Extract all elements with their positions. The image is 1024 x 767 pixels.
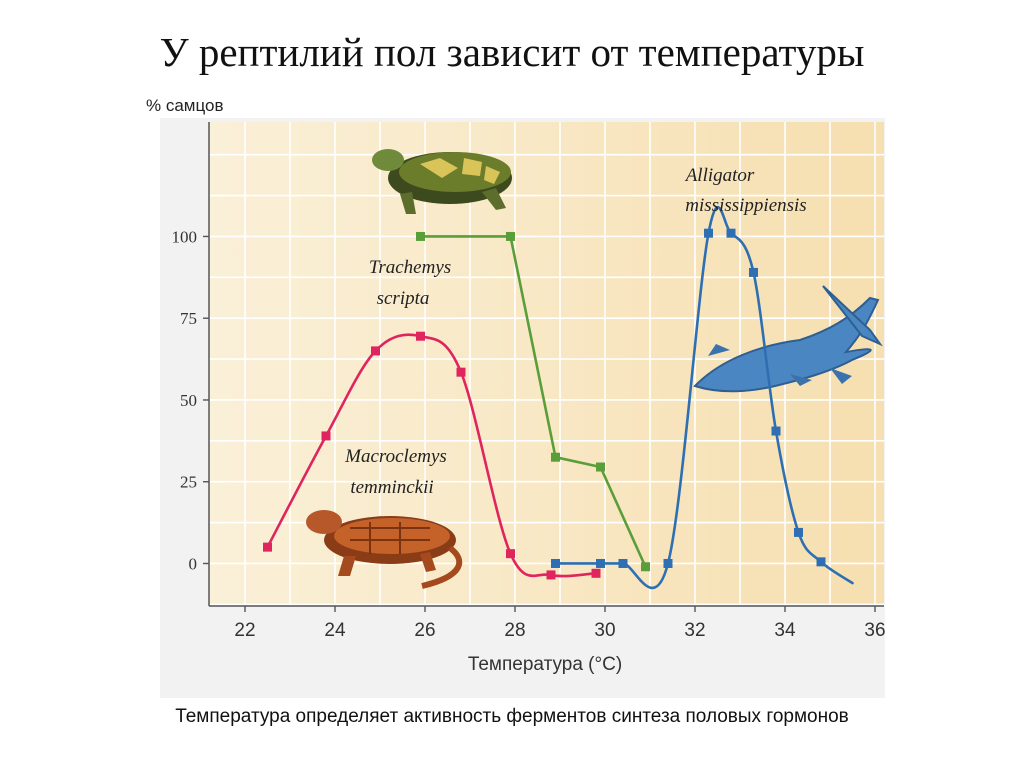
data-point-macroclemys <box>591 568 601 578</box>
data-point-alligator <box>816 557 826 567</box>
x-tick-label: 30 <box>594 620 615 641</box>
data-point-macroclemys <box>416 331 425 341</box>
slide-caption: Температура определяет активность фермен… <box>175 706 849 727</box>
data-point-macroclemys <box>546 570 556 580</box>
data-point-alligator <box>704 228 713 238</box>
y-axis-label: % самцов <box>146 96 224 115</box>
trachemys-turtle-illustration <box>372 149 512 214</box>
data-point-alligator <box>596 558 605 568</box>
series-trachemys <box>416 231 650 572</box>
macroclemys-turtle-illustration <box>306 510 463 589</box>
label-macroclemys-line1: Macroclemys <box>344 446 447 467</box>
slide-title: У рептилий пол зависит от температуры <box>159 29 865 75</box>
x-tick-label: 22 <box>234 620 255 641</box>
series-alligator <box>551 205 854 590</box>
data-point-alligator <box>794 527 803 537</box>
data-point-alligator <box>726 228 736 238</box>
label-trachemys-line2: scripta <box>377 288 430 309</box>
data-point-trachemys <box>641 562 650 572</box>
y-tick-label: 100 <box>172 227 198 246</box>
y-tick-label: 0 <box>189 554 198 573</box>
data-point-trachemys <box>551 452 560 462</box>
alligator-illustration <box>693 285 883 393</box>
axes <box>208 122 884 607</box>
data-point-macroclemys <box>456 367 466 377</box>
data-point-alligator <box>663 558 673 568</box>
label-alligator-line2: mississippiensis <box>685 195 806 216</box>
x-tick-label: 28 <box>504 620 525 641</box>
x-tick-label: 26 <box>414 620 435 641</box>
data-point-alligator <box>771 426 781 436</box>
x-tick-label: 24 <box>324 620 346 641</box>
label-macroclemys-line2: temminckii <box>350 477 433 498</box>
data-point-alligator <box>551 558 560 568</box>
data-point-trachemys <box>506 231 515 241</box>
data-point-trachemys <box>596 462 605 472</box>
series-layer <box>263 205 854 590</box>
data-point-macroclemys <box>506 549 515 559</box>
ticks: 22 24 26 28 30 32 34 36 0 25 50 75 100 <box>172 227 886 641</box>
x-tick-label: 36 <box>864 620 885 641</box>
data-point-macroclemys <box>263 542 272 552</box>
y-tick-label: 50 <box>180 391 197 410</box>
data-point-trachemys <box>416 231 425 241</box>
data-point-macroclemys <box>321 431 331 441</box>
data-point-alligator <box>618 558 628 568</box>
x-tick-label: 34 <box>774 620 796 641</box>
y-tick-label: 75 <box>180 309 197 328</box>
data-point-alligator <box>749 267 758 277</box>
label-alligator-line1: Alligator <box>684 165 755 186</box>
x-tick-label: 32 <box>684 620 705 641</box>
data-point-macroclemys <box>371 346 380 356</box>
series-macroclemys <box>263 331 601 580</box>
label-trachemys-line1: Trachemys <box>369 257 451 278</box>
x-axis-label: Температура (°C) <box>468 654 622 675</box>
y-tick-label: 25 <box>180 473 197 492</box>
